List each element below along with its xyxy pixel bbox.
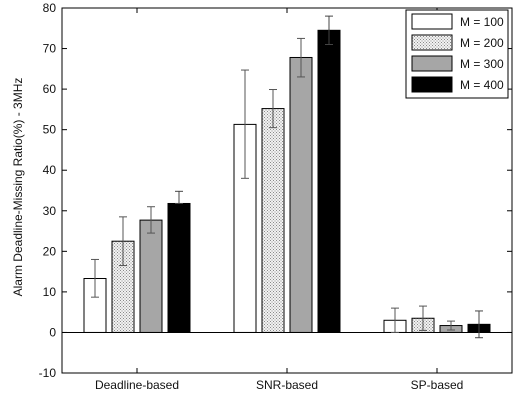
- legend-swatch: [411, 34, 453, 51]
- legend-label: M = 100: [460, 15, 504, 29]
- error-bar: [325, 15, 333, 45]
- y-tick-label: 20: [43, 244, 57, 258]
- error-bar: [269, 89, 277, 129]
- error-bar: [475, 310, 483, 339]
- x-tick-label: SP-based: [411, 378, 464, 392]
- y-tick-label: 0: [49, 325, 56, 339]
- error-bar: [419, 305, 427, 331]
- bar: [317, 29, 341, 333]
- error-bar: [297, 37, 305, 78]
- y-tick-label: 40: [43, 163, 57, 177]
- y-tick-label: 50: [43, 123, 57, 137]
- x-tick-label: Deadline-based: [95, 378, 179, 392]
- error-bar: [447, 320, 455, 331]
- y-tick-label: 10: [43, 285, 57, 299]
- legend-swatch: [411, 13, 453, 30]
- y-tick-label: 30: [43, 204, 57, 218]
- bar: [261, 108, 285, 333]
- y-tick-label: -10: [39, 366, 57, 380]
- error-bar: [119, 216, 127, 267]
- y-tick-label: 70: [43, 42, 57, 56]
- legend-swatch: [411, 55, 453, 72]
- x-tick-label: SNR-based: [256, 378, 318, 392]
- error-bar: [175, 190, 183, 204]
- error-bar: [241, 69, 249, 179]
- error-bar: [91, 258, 99, 298]
- legend-swatch: [411, 76, 453, 93]
- y-tick-label: 60: [43, 82, 57, 96]
- legend-label: M = 200: [460, 36, 504, 50]
- error-bar: [391, 307, 399, 333]
- error-bars-group: [91, 15, 483, 339]
- bar: [167, 202, 191, 333]
- legend: M = 100 M = 200 M = 300 M = 400: [405, 9, 509, 99]
- legend-label: M = 400: [460, 78, 504, 92]
- legend-label: M = 300: [460, 57, 504, 71]
- error-bar: [147, 206, 155, 234]
- y-tick-label: 80: [43, 1, 57, 15]
- y-axis-ticks: -10 0 10 20 30 40 50 60 70 80: [39, 1, 512, 380]
- y-axis-label: Alarm Deadline-Missing Ratio(%) - 3MHz: [11, 78, 25, 297]
- bar: [139, 219, 163, 333]
- bar: [289, 56, 313, 333]
